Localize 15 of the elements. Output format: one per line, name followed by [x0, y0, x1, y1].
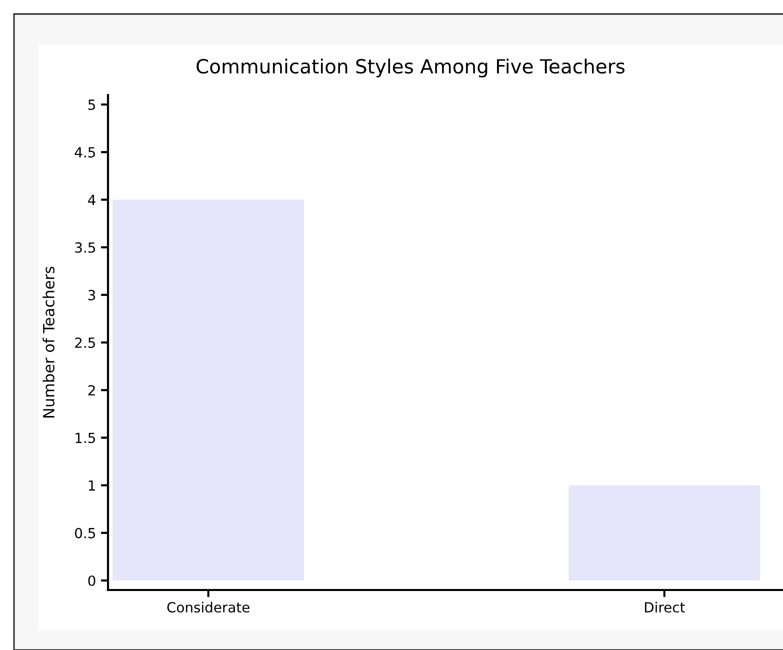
y-tick-label: 4 [88, 194, 96, 205]
y-tick-label: 1 [88, 480, 95, 491]
y-axis-title: Number of Teachers [42, 266, 54, 418]
y-tick-label: 0 [88, 575, 96, 586]
y-tick-label: 0.5 [75, 528, 95, 538]
y-tick-label: 5 [88, 100, 95, 110]
y-tick-label: 4.5 [74, 147, 95, 158]
y-tick-label: 1.5 [76, 432, 95, 444]
y-tick-label: 2.5 [75, 337, 95, 348]
x-tick-label: Direct [644, 602, 685, 613]
y-tick-label: 3 [88, 290, 96, 300]
y-tick-label: 2 [88, 385, 95, 396]
chart-title: Communication Styles Among Five Teachers [196, 58, 625, 78]
y-tick-label: 3.5 [75, 242, 95, 253]
x-tick-label: Considerate [167, 602, 250, 613]
